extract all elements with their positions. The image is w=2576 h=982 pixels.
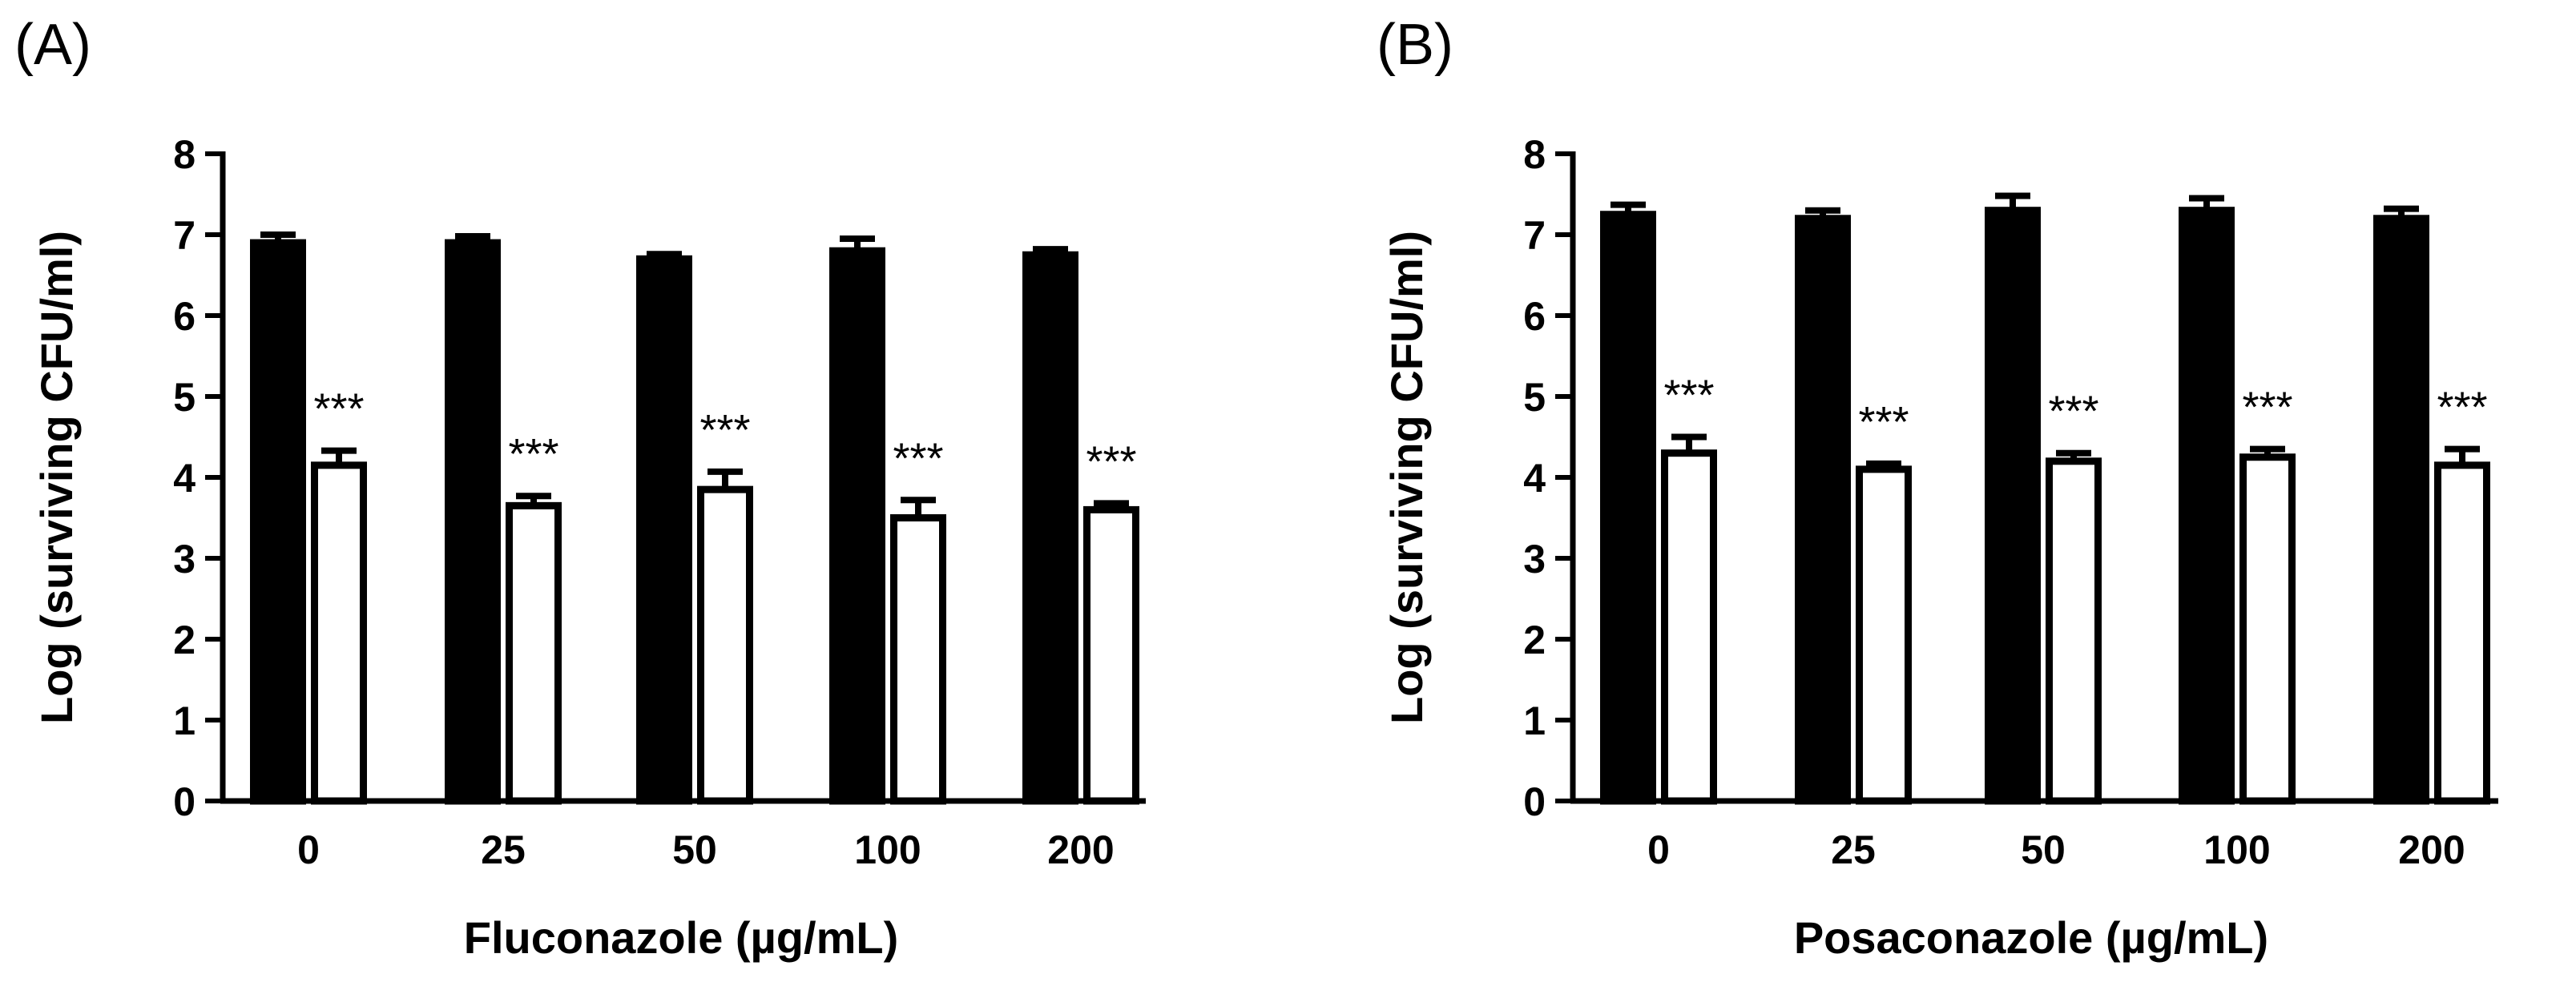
x-tick-label: 25 [1831,827,1876,872]
y-tick-label: 8 [173,132,196,177]
panel-a: (A) 0 1 2 3 4 5 6 7 8 *** 0 *** 25 *** 50 *** 100 *** 200 Lo… [14,13,1146,963]
y-tick-label: 7 [173,213,196,258]
y-axis-title: Log (surviving CFU/ml) [31,231,82,724]
treated-bar [1661,449,1717,805]
y-tick-label: 0 [173,779,196,824]
x-axis-title: Fluconazole (µg/mL) [464,912,898,963]
significance-marker: *** [893,434,943,482]
y-tick-label: 4 [1523,456,1546,501]
y-axis-title: Log (surviving CFU/ml) [1381,231,1432,724]
treated-bar [311,461,367,805]
y-tick-label: 3 [1523,537,1546,582]
y-tick-label: 6 [1523,294,1546,339]
significance-marker: *** [1663,372,1714,420]
significance-marker: *** [313,385,364,433]
x-tick-label: 50 [2021,827,2066,872]
x-tick-label: 0 [1647,827,1670,872]
y-tick-label: 4 [173,456,196,501]
y-tick-label: 6 [173,294,196,339]
y-tick-label: 3 [173,537,196,582]
x-tick-label: 200 [1047,827,1114,872]
y-tick-label: 2 [1523,618,1546,662]
panel-label: (B) [1377,13,1453,77]
x-axis-title: Posaconazole (µg/mL) [1794,912,2268,963]
significance-marker: *** [699,406,750,454]
control-bar [2373,215,2429,805]
control-bar [1022,251,1078,805]
y-tick-label: 7 [1523,213,1546,258]
treated-bar [2046,457,2102,805]
significance-marker: *** [1086,437,1136,485]
control-bar [2179,207,2235,805]
x-tick-label: 25 [481,827,526,872]
significance-marker: *** [508,430,558,478]
treated-bar [1856,465,1912,805]
y-tick-label: 1 [1523,698,1546,743]
x-tick-label: 100 [854,827,921,872]
x-tick-label: 100 [2203,827,2270,872]
significance-marker: *** [2048,388,2098,436]
y-tick-label: 2 [173,618,196,662]
treated-bar [506,501,562,805]
x-tick-label: 0 [297,827,320,872]
control-bar [829,247,885,805]
control-bar [1795,215,1851,805]
significance-marker: *** [2242,384,2292,432]
significance-marker: *** [2437,384,2487,432]
control-bar [1985,207,2041,805]
treated-bar [1083,505,1139,805]
treated-bar [890,514,946,805]
treated-bar [697,485,753,805]
treated-bar [2239,453,2296,805]
significance-marker: *** [1858,398,1909,446]
panel-b: (B) 0 1 2 3 4 5 6 7 8 *** 0 *** 25 *** 50 *** 100 *** 200 Lo… [1377,13,2498,963]
y-tick-label: 5 [1523,375,1546,420]
control-bar [445,239,501,805]
y-tick-label: 8 [1523,132,1546,177]
y-tick-label: 0 [1523,779,1546,824]
x-tick-label: 50 [672,827,717,872]
y-tick-label: 1 [173,698,196,743]
control-bar [250,239,306,805]
x-tick-label: 200 [2398,827,2465,872]
control-bar [1600,211,1656,805]
panel-label: (A) [14,13,91,77]
y-tick-label: 5 [173,375,196,420]
treated-bar [2434,461,2490,805]
control-bar [636,255,692,805]
